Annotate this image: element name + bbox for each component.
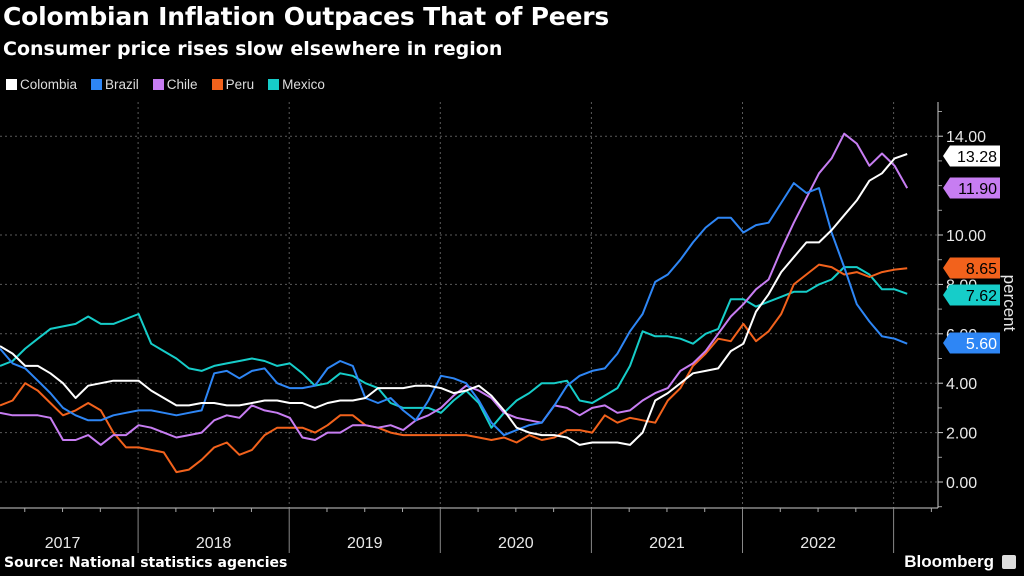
legend-item-peru: Peru (211, 77, 255, 92)
gridlines (0, 102, 938, 508)
value-label-brazil: 5.60 (966, 336, 997, 353)
x-year-label: 2021 (649, 535, 685, 552)
value-flag-brazil (943, 332, 1000, 354)
bloomberg-chart-icon (1002, 555, 1016, 569)
series-line-mexico (0, 266, 908, 429)
value-label-peru: 8.65 (966, 261, 997, 278)
x-year-label: 2022 (800, 535, 836, 552)
series-line-colombia (0, 153, 908, 446)
series-lines (0, 132, 909, 474)
y-tick-label: 14.00 (946, 129, 986, 146)
y-tick-label: 4.00 (946, 376, 977, 393)
x-year-label: 2020 (498, 535, 534, 552)
legend-label-brazil: Brazil (105, 77, 139, 92)
legend-item-chile: Chile (152, 77, 198, 92)
x-year-label: 2017 (45, 535, 81, 552)
legend-swatch-mexico (268, 79, 280, 90)
chart-title: Colombian Inflation Outpaces That of Pee… (3, 2, 610, 31)
series-line-brazil (0, 182, 908, 437)
y-axis-title: percent (1000, 275, 1019, 332)
value-label-mexico: 7.62 (966, 288, 997, 305)
value-flag-mexico (943, 284, 1000, 306)
bloomberg-logo: Bloomberg (904, 552, 994, 571)
legend-swatch-chile (152, 79, 164, 90)
value-flag-chile (943, 177, 1000, 199)
y-tick-label: 0.00 (946, 475, 977, 492)
series-line-peru (0, 263, 908, 474)
y-tick-label: 2.00 (946, 426, 977, 443)
source-note: Source: National statistics agencies (4, 555, 288, 571)
value-labels: 13.28 5.60 11.90 8.65 7.62 (943, 145, 1000, 354)
value-flag-colombia (943, 145, 1000, 167)
legend-label-peru: Peru (225, 77, 255, 92)
chart-subtitle: Consumer price rises slow elsewhere in r… (3, 38, 503, 60)
legend-label-mexico: Mexico (282, 77, 325, 92)
legend-swatch-peru (211, 79, 223, 90)
legend-swatch-brazil (91, 79, 103, 90)
y-tick-label: 10.00 (946, 228, 986, 245)
value-flag-peru (943, 257, 1000, 279)
series-line-chile (0, 132, 909, 446)
legend-item-colombia: Colombia (6, 77, 77, 92)
axes: 0.002.004.006.008.0010.0014.002017201820… (0, 102, 1019, 553)
legend-item-brazil: Brazil (91, 77, 139, 92)
value-label-chile: 11.90 (958, 181, 997, 198)
value-label-colombia: 13.28 (957, 149, 997, 166)
legend-swatch-colombia (6, 79, 17, 90)
legend-label-colombia: Colombia (20, 77, 78, 92)
x-year-label: 2019 (347, 535, 383, 552)
legend: Colombia Brazil Chile Peru Mexico (6, 77, 325, 92)
legend-item-mexico: Mexico (268, 77, 325, 92)
legend-label-chile: Chile (166, 77, 198, 92)
x-year-label: 2018 (196, 535, 232, 552)
